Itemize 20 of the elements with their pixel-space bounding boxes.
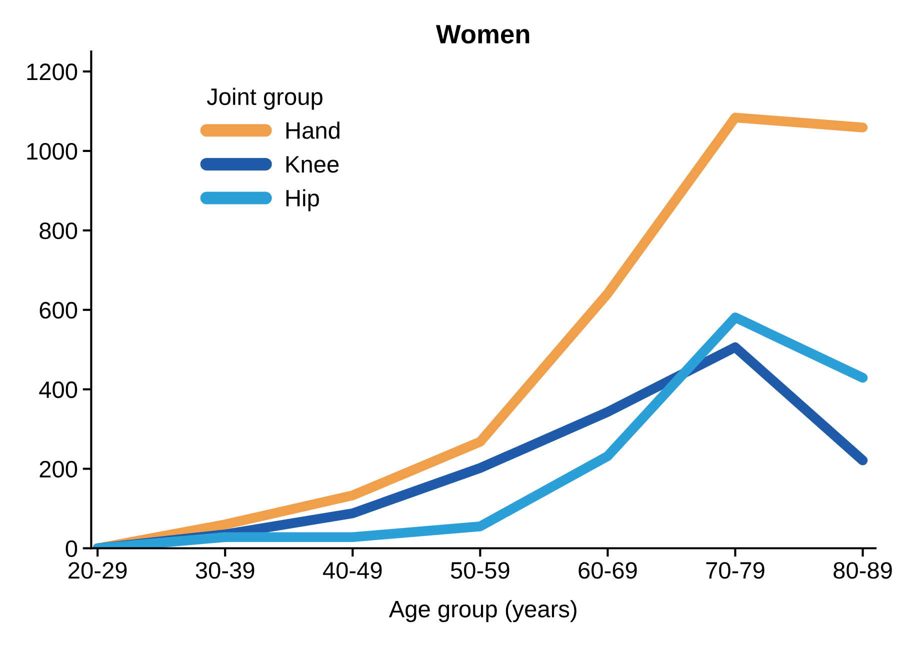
- x-tick-label: 30-39: [196, 562, 254, 579]
- x-tick-label: 50-59: [450, 562, 510, 579]
- x-tick-label: 60-69: [578, 562, 637, 579]
- x-tick-label: 80-89: [834, 562, 892, 579]
- x-axis-title: Age group (years): [388, 600, 576, 622]
- legend-label: Knee: [286, 156, 339, 173]
- y-tick-label: 600: [40, 302, 78, 319]
- y-tick-label: 1200: [27, 64, 78, 80]
- legend-label: Hip: [286, 189, 319, 212]
- y-tick-label: 400: [39, 381, 78, 398]
- x-tick-label: 40-49: [322, 562, 382, 579]
- y-tick-label: 0: [66, 540, 78, 558]
- x-tick-label: 20-29: [68, 562, 127, 579]
- x-tick-label: 70-79: [706, 562, 764, 579]
- chart-title: Women: [436, 25, 530, 44]
- y-tick-label: 200: [40, 460, 78, 478]
- legend-title: Joint group: [206, 88, 322, 110]
- y-tick-label: 1000: [27, 143, 78, 160]
- y-tick-label: 800: [40, 222, 78, 240]
- legend-label: Hand: [286, 122, 340, 139]
